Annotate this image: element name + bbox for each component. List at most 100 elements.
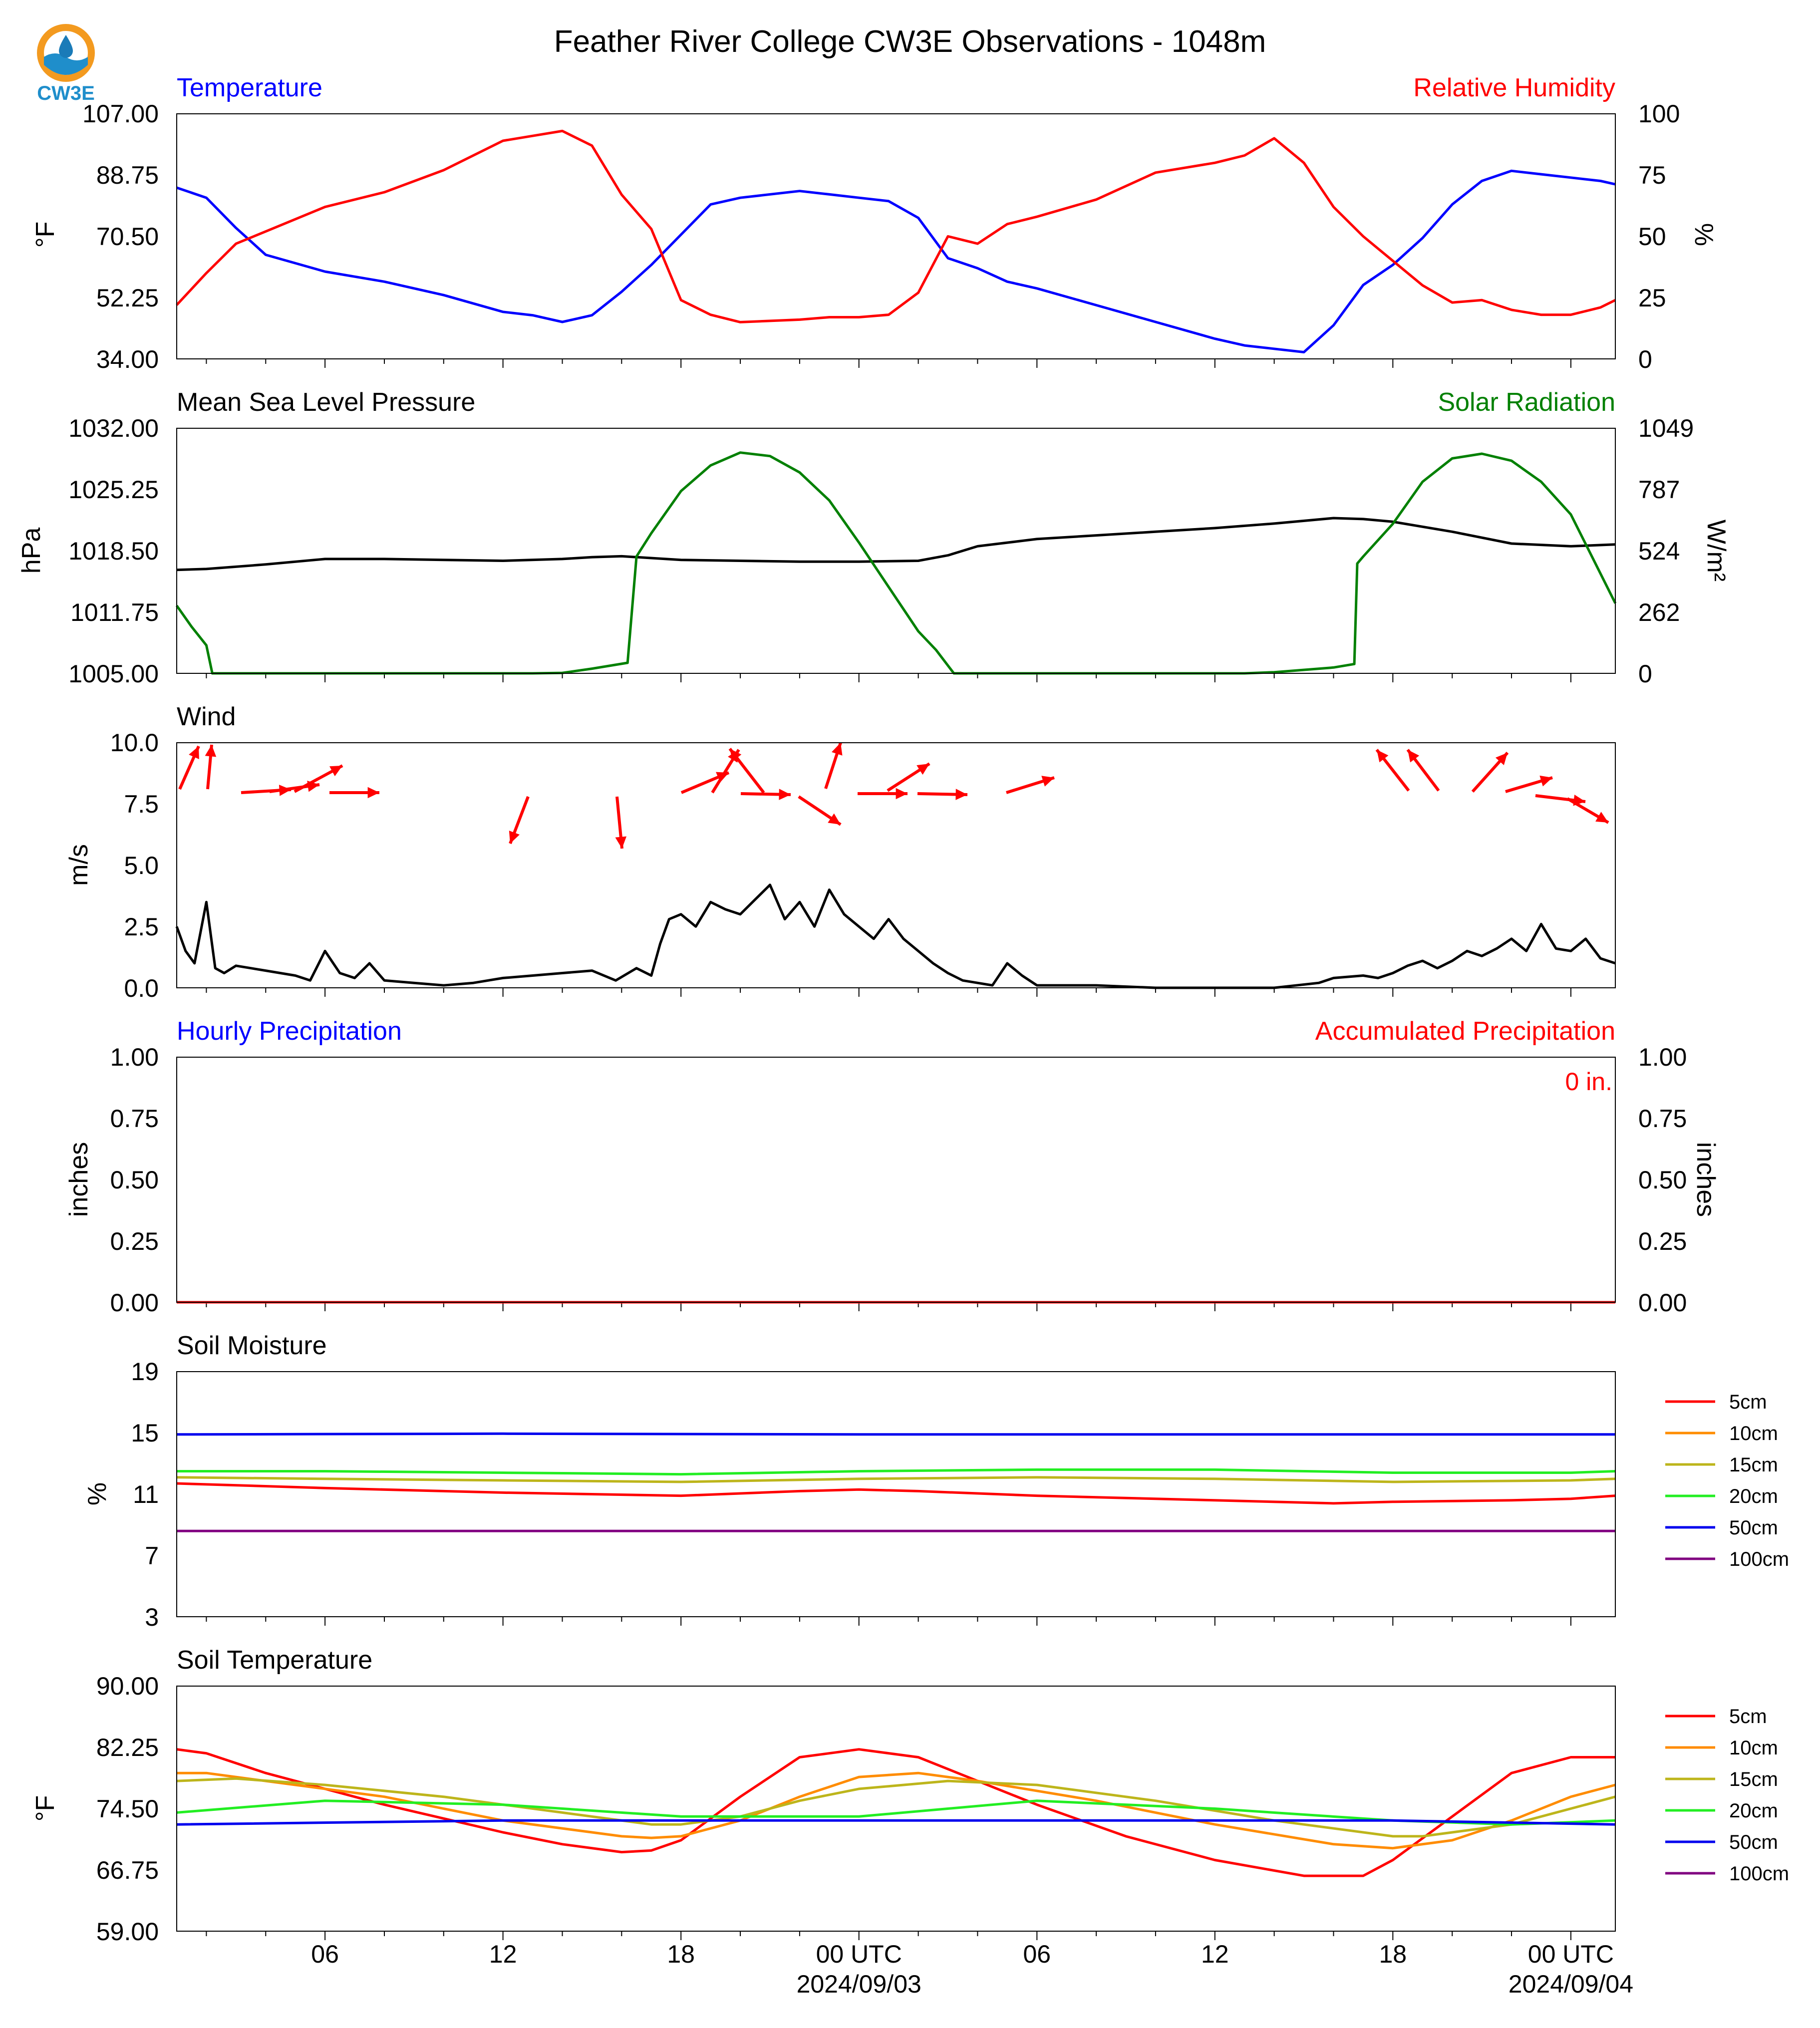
y-tick-label: 1.00	[1638, 1043, 1687, 1071]
y-tick-label: 25	[1638, 284, 1666, 312]
solar-title: Solar Radiation	[1438, 388, 1615, 417]
series-line	[177, 1434, 1615, 1435]
soil-temperature-legend: 5cm 10cm 15cm 20cm 50cm 100cm	[1665, 1706, 1789, 1885]
plot-lines	[177, 885, 1615, 988]
y-tick-label: 0.75	[110, 1105, 159, 1133]
series-line	[177, 1483, 1615, 1503]
y-tick-label: 1018.50	[68, 537, 159, 565]
y-tick-label: 7.5	[124, 790, 159, 818]
y-tick-label: 3	[145, 1603, 159, 1631]
solar-y-ticks: 0 262 524 787 1049	[1638, 414, 1694, 688]
x-ticks	[206, 1302, 1571, 1311]
wind-arrowhead	[779, 789, 791, 800]
temperature-axis-label: °F	[31, 222, 60, 248]
plot-lines	[177, 131, 1615, 352]
wind-axis-label: m/s	[64, 844, 93, 886]
legend-label: 5cm	[1729, 1391, 1767, 1413]
x-ticks	[206, 988, 1571, 997]
plot-frame	[177, 114, 1615, 359]
y-tick-label: 82.25	[96, 1734, 159, 1761]
precip-total-label: 0 in.	[1565, 1068, 1612, 1096]
soil-temperature-axis-label: °F	[31, 1795, 60, 1822]
soil-moisture-legend: 5cm 10cm 15cm 20cm 50cm 100cm	[1665, 1391, 1789, 1570]
pressure-y-ticks: 1005.00 1011.75 1018.50 1025.25 1032.00	[68, 414, 159, 688]
soil-moisture-y-ticks: 3 7 11 15 19	[131, 1358, 159, 1631]
panel-wind: Wind m/s 0.0 2.5 5.0 7.5 10.0	[64, 702, 1615, 1002]
humidity-title: Relative Humidity	[1413, 73, 1615, 102]
y-tick-label: 0.50	[1638, 1166, 1687, 1194]
y-tick-label: 787	[1638, 476, 1680, 504]
y-tick-label: 100	[1638, 100, 1680, 128]
wind-arrowhead	[205, 745, 217, 757]
accum-precip-title: Accumulated Precipitation	[1315, 1017, 1615, 1046]
y-tick-label: 0.50	[110, 1166, 159, 1194]
series-line	[177, 885, 1615, 988]
x-tick-label: 00 UTC	[816, 1940, 902, 1968]
y-tick-label: 262	[1638, 598, 1680, 626]
series-line	[177, 1477, 1615, 1482]
legend-label: 10cm	[1729, 1737, 1778, 1759]
y-tick-label: 59.00	[96, 1918, 159, 1946]
x-ticks	[206, 1617, 1571, 1626]
y-tick-label: 7	[145, 1542, 159, 1570]
cw3e-logo: CW3E	[31, 20, 101, 105]
legend-label: 50cm	[1729, 1517, 1778, 1539]
y-tick-label: 524	[1638, 537, 1680, 565]
x-tick-label: 00 UTC	[1528, 1940, 1614, 1968]
x-tick-label: 18	[1379, 1940, 1407, 1968]
series-line	[177, 1820, 1615, 1824]
plot-lines	[177, 1434, 1615, 1531]
plot-frame	[177, 1057, 1615, 1302]
plot-lines	[177, 1749, 1615, 1876]
precip-left-y-ticks: 0.00 0.25 0.50 0.75 1.00	[110, 1043, 159, 1317]
y-tick-label: 15	[131, 1419, 159, 1447]
y-tick-label: 0.25	[1638, 1227, 1687, 1255]
plot-frame	[177, 1686, 1615, 1931]
y-tick-label: 75	[1638, 161, 1666, 189]
pressure-axis-label: hPa	[17, 528, 46, 574]
y-tick-label: 52.25	[96, 284, 159, 312]
plot-frame	[177, 1372, 1615, 1617]
temperature-y-ticks: 34.00 52.25 70.50 88.75 107.00	[82, 100, 159, 373]
y-tick-label: 11	[133, 1480, 159, 1508]
y-tick-label: 34.00	[96, 345, 159, 373]
y-tick-label: 88.75	[96, 161, 159, 189]
figure-title: Feather River College CW3E Observations …	[554, 24, 1266, 59]
soil-moisture-axis-label: %	[83, 1482, 112, 1505]
series-line	[177, 518, 1615, 570]
legend-label: 100cm	[1729, 1863, 1789, 1885]
x-ticks	[206, 1931, 1571, 1940]
y-tick-label: 0.00	[1638, 1289, 1687, 1317]
series-line	[177, 131, 1615, 322]
hourly-precip-axis-label: inches	[64, 1142, 93, 1217]
solar-axis-label: W/m²	[1702, 520, 1731, 581]
y-tick-label: 19	[131, 1358, 159, 1386]
wind-arrowhead	[279, 785, 291, 796]
x-tick-label: 06	[311, 1940, 339, 1968]
y-tick-label: 90.00	[96, 1672, 159, 1700]
y-tick-label: 0	[1638, 345, 1652, 373]
wind-title: Wind	[177, 702, 236, 731]
y-tick-label: 74.50	[96, 1795, 159, 1823]
plot-lines	[177, 453, 1615, 673]
y-tick-label: 5.0	[124, 852, 159, 879]
x-date-label: 2024/09/03	[797, 1970, 921, 1998]
y-tick-label: 50	[1638, 223, 1666, 251]
y-tick-label: 0.75	[1638, 1105, 1687, 1133]
accum-precip-axis-label: inches	[1691, 1142, 1720, 1217]
panel-soil-temperature: Soil Temperature °F 59.00 66.75 74.50 82…	[31, 1646, 1789, 1998]
logo-text: CW3E	[37, 82, 95, 104]
legend-label: 15cm	[1729, 1768, 1778, 1790]
panel-pressure-solar: Mean Sea Level Pressure Solar Radiation …	[17, 388, 1731, 688]
y-tick-label: 1.00	[110, 1043, 159, 1071]
wind-arrowhead	[832, 743, 843, 756]
legend-label: 10cm	[1729, 1423, 1778, 1445]
y-tick-label: 1025.25	[68, 476, 159, 504]
x-tick-label: 18	[667, 1940, 695, 1968]
panel-temperature-humidity: Temperature Relative Humidity °F % 34.00…	[31, 73, 1718, 373]
y-tick-label: 0.0	[124, 974, 159, 1002]
y-tick-label: 1011.75	[70, 598, 159, 626]
y-tick-label: 1005.00	[68, 660, 159, 688]
wind-arrowhead	[955, 789, 967, 800]
